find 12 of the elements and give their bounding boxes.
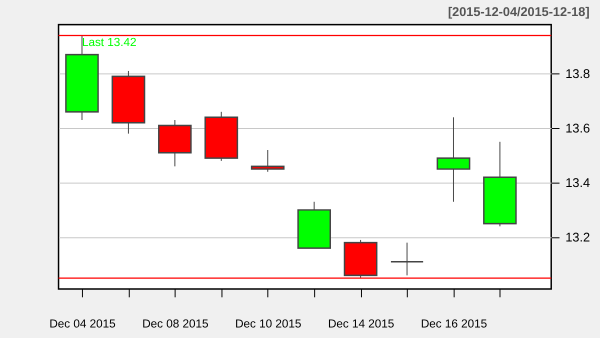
y-tick-label: 13.6: [565, 122, 590, 136]
chart-title: [2015-12-04/2015-12-18]: [448, 4, 590, 19]
x-tick-label: Dec 04 2015: [49, 318, 116, 331]
x-tick-label: Dec 08 2015: [142, 318, 209, 331]
y-tick-label: 13.8: [565, 67, 590, 82]
y-tick-label: 13.2: [565, 230, 590, 245]
candlestick: [390, 242, 424, 276]
y-tick-label: 13.4: [565, 176, 590, 190]
x-tick-label: Dec 16 2015: [420, 318, 488, 331]
x-tick-label: Dec 10 2015: [235, 318, 302, 331]
annotation: Last 13.42: [82, 36, 137, 50]
x-tick-label: Dec 14 2015: [328, 318, 395, 331]
